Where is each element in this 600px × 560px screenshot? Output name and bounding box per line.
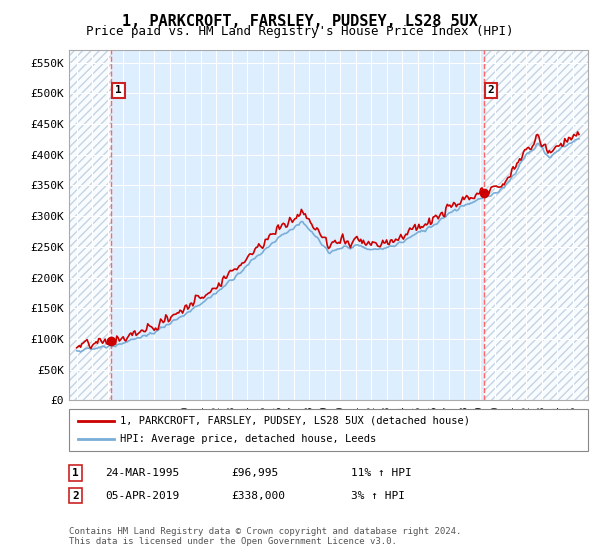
- Text: 1: 1: [72, 468, 79, 478]
- Text: 05-APR-2019: 05-APR-2019: [105, 491, 179, 501]
- Text: 24-MAR-1995: 24-MAR-1995: [105, 468, 179, 478]
- Bar: [484, 50, 588, 400]
- Text: HPI: Average price, detached house, Leeds: HPI: Average price, detached house, Leed…: [120, 434, 376, 444]
- Text: 1, PARKCROFT, FARSLEY, PUDSEY, LS28 5UX (detached house): 1, PARKCROFT, FARSLEY, PUDSEY, LS28 5UX …: [120, 416, 470, 426]
- Text: £338,000: £338,000: [231, 491, 285, 501]
- Text: 1, PARKCROFT, FARSLEY, PUDSEY, LS28 5UX: 1, PARKCROFT, FARSLEY, PUDSEY, LS28 5UX: [122, 14, 478, 29]
- Text: £96,995: £96,995: [231, 468, 278, 478]
- Text: Price paid vs. HM Land Registry's House Price Index (HPI): Price paid vs. HM Land Registry's House …: [86, 25, 514, 38]
- Text: 1: 1: [115, 85, 122, 95]
- Text: 3% ↑ HPI: 3% ↑ HPI: [351, 491, 405, 501]
- Text: Contains HM Land Registry data © Crown copyright and database right 2024.
This d: Contains HM Land Registry data © Crown c…: [69, 526, 461, 546]
- Text: 2: 2: [488, 85, 494, 95]
- Bar: [69, 50, 111, 400]
- Text: 2: 2: [72, 491, 79, 501]
- Text: 11% ↑ HPI: 11% ↑ HPI: [351, 468, 412, 478]
